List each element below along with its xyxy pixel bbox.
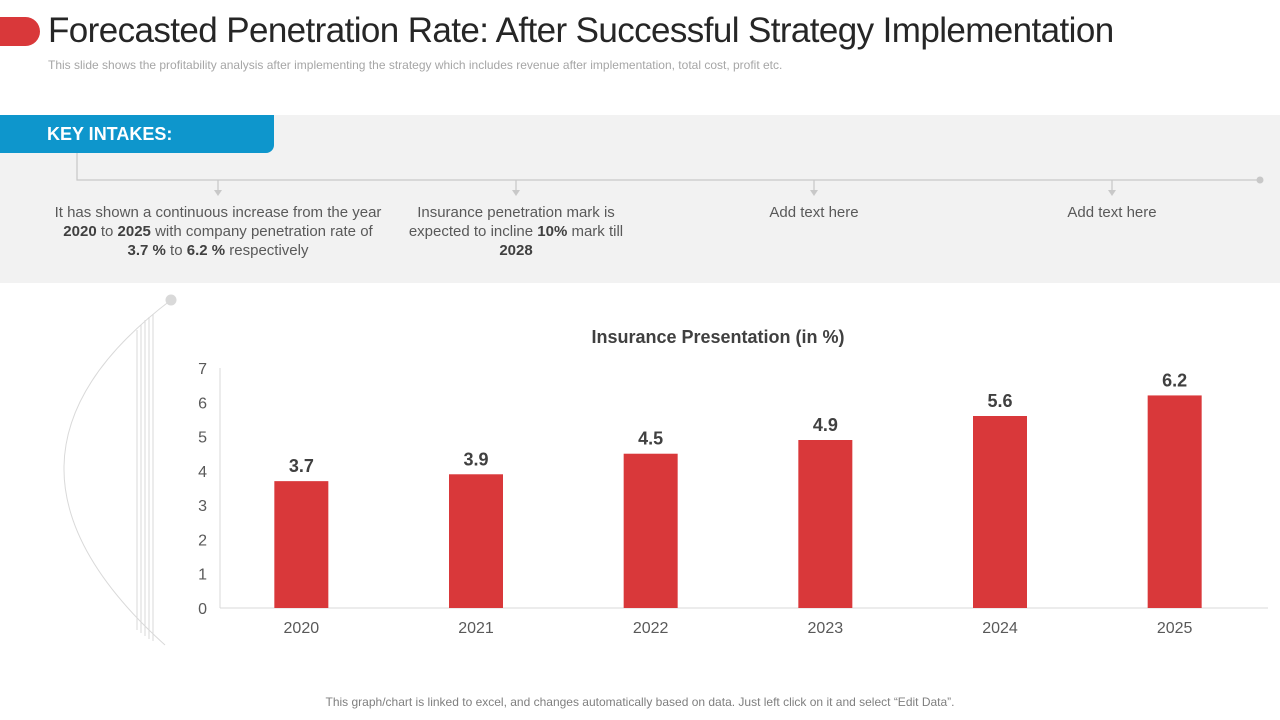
bar [1147, 395, 1202, 608]
y-tick-label: 1 [198, 567, 207, 584]
page-subtitle: This slide shows the profitability analy… [48, 58, 783, 72]
y-tick-label: 3 [198, 498, 207, 515]
key-intake-2: Insurance penetration mark is expected t… [408, 204, 624, 259]
key-intake-1: It has shown a continuous increase from … [54, 204, 382, 259]
chart-title: Insurance Presentation (in %) [591, 327, 845, 347]
x-tick-label: 2020 [284, 620, 320, 637]
x-tick-label: 2022 [633, 620, 669, 637]
bar [274, 481, 329, 608]
y-tick-label: 0 [198, 601, 207, 618]
bar [623, 453, 678, 608]
x-tick-label: 2021 [458, 620, 494, 637]
connector-lines [76, 153, 1264, 196]
key-intake-3: Add text here [769, 204, 859, 221]
x-tick-label: 2024 [982, 620, 1018, 637]
y-tick-label: 5 [198, 430, 207, 447]
x-tick-label: 2025 [1157, 620, 1193, 637]
key-intakes-tab [0, 115, 274, 153]
data-label: 5.6 [987, 391, 1012, 411]
data-label: 4.9 [813, 415, 838, 435]
x-tick-label: 2023 [808, 620, 844, 637]
bar [973, 416, 1027, 608]
title-accent-pill [0, 17, 40, 46]
y-tick-label: 6 [198, 395, 207, 412]
key-intake-4: Add text here [1067, 204, 1157, 221]
key-intakes-label: KEY INTAKES: [47, 124, 173, 144]
y-tick-label: 2 [198, 532, 207, 549]
data-label: 4.5 [638, 429, 663, 449]
data-label: 3.7 [289, 456, 314, 476]
decorative-arc [63, 294, 177, 646]
data-label: 6.2 [1162, 370, 1187, 390]
y-tick-label: 7 [198, 361, 207, 378]
bar [449, 474, 503, 608]
page-title: Forecasted Penetration Rate: After Succe… [48, 11, 1114, 50]
y-tick-label: 4 [198, 464, 207, 481]
bar [798, 440, 853, 608]
data-label: 3.9 [463, 449, 488, 469]
footer-note: This graph/chart is linked to excel, and… [325, 695, 955, 709]
